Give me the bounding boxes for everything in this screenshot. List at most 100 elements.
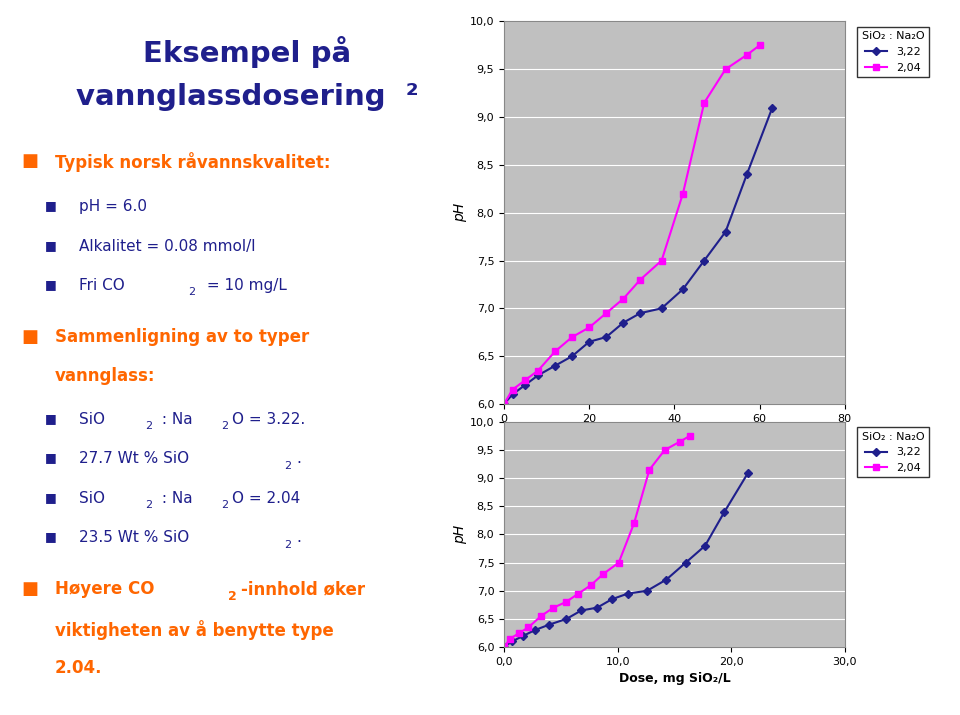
2,04 — [617, 295, 629, 303]
Legend: 3,22, 2,04: 3,22, 2,04 — [857, 428, 928, 478]
3,22 — [498, 643, 510, 651]
3,22 — [641, 586, 653, 595]
Text: 2.04.: 2.04. — [55, 659, 103, 677]
2,04 — [566, 332, 578, 341]
Text: SiO: SiO — [79, 490, 105, 506]
2,04 — [535, 612, 546, 621]
2,04 — [522, 623, 534, 631]
2,04 — [613, 558, 625, 567]
3,22 — [507, 390, 518, 399]
Text: ■: ■ — [45, 412, 57, 425]
Y-axis label: pH: pH — [453, 525, 467, 544]
3,22 — [720, 227, 732, 236]
3,22 — [742, 468, 754, 477]
Y-axis label: pH: pH — [453, 203, 467, 222]
Text: .: . — [296, 451, 301, 466]
Text: O = 3.22.: O = 3.22. — [232, 412, 305, 427]
3,22 — [617, 318, 629, 327]
Text: 2: 2 — [221, 421, 228, 431]
3,22 — [601, 332, 612, 341]
2,04 — [586, 581, 597, 589]
Text: ■: ■ — [45, 239, 57, 252]
Text: 2: 2 — [221, 500, 228, 511]
Text: .: . — [296, 531, 301, 546]
Text: ■: ■ — [45, 531, 57, 543]
2,04 — [507, 385, 518, 394]
Text: 2: 2 — [228, 590, 237, 603]
Text: ■: ■ — [45, 278, 57, 291]
2,04 — [560, 598, 571, 606]
2,04 — [643, 465, 655, 474]
2,04 — [754, 41, 765, 49]
Text: -innhold øker: -innhold øker — [242, 580, 366, 598]
Text: 23.5 Wt % SiO: 23.5 Wt % SiO — [79, 531, 189, 546]
Text: SiO: SiO — [79, 412, 105, 427]
3,22 — [660, 575, 672, 583]
2,04 — [584, 323, 595, 332]
3,22 — [529, 626, 540, 634]
2,04 — [519, 376, 531, 385]
Text: Høyere CO: Høyere CO — [55, 580, 155, 598]
Text: 2: 2 — [284, 540, 292, 550]
Text: Typisk norsk råvannskvalitet:: Typisk norsk råvannskvalitet: — [55, 152, 330, 172]
2,04 — [699, 99, 710, 107]
2,04 — [598, 570, 610, 578]
Text: ○  SINTEF: ○ SINTEF — [48, 680, 140, 699]
2,04 — [549, 347, 561, 355]
2,04 — [573, 589, 585, 598]
Text: ■: ■ — [21, 152, 38, 170]
2,04 — [547, 603, 559, 612]
Text: = 10 mg/L: = 10 mg/L — [202, 278, 287, 293]
2,04 — [656, 256, 667, 265]
2,04 — [720, 65, 732, 74]
2,04 — [674, 438, 685, 446]
Line: 2,04: 2,04 — [501, 42, 763, 407]
3,22 — [606, 595, 617, 603]
X-axis label: Dose, ml/m³: Dose, ml/m³ — [633, 429, 716, 443]
Text: ■: ■ — [21, 580, 38, 598]
3,22 — [566, 352, 578, 360]
3,22 — [699, 541, 710, 550]
Text: 20: 20 — [912, 682, 931, 696]
Line: 3,22: 3,22 — [501, 104, 776, 407]
Text: O = 2.04: O = 2.04 — [232, 490, 300, 506]
3,22 — [584, 337, 595, 346]
3,22 — [517, 631, 529, 640]
Line: 2,04: 2,04 — [501, 433, 693, 650]
2,04 — [498, 643, 510, 651]
Text: vannglass:: vannglass: — [55, 368, 156, 385]
Text: 2: 2 — [145, 421, 152, 431]
Text: vannglassdosering  ²: vannglassdosering ² — [76, 83, 419, 111]
Text: pH = 6.0: pH = 6.0 — [79, 199, 147, 214]
Text: Sammenligning av to typer: Sammenligning av to typer — [55, 328, 309, 346]
3,22 — [622, 589, 634, 598]
3,22 — [677, 285, 688, 293]
3,22 — [719, 508, 731, 516]
3,22 — [561, 615, 572, 623]
2,04 — [628, 519, 639, 528]
3,22 — [498, 400, 510, 408]
3,22 — [519, 380, 531, 389]
2,04 — [532, 366, 543, 375]
2,04 — [635, 275, 646, 284]
Text: ■: ■ — [21, 328, 38, 346]
3,22 — [767, 103, 779, 112]
Text: ■: ■ — [45, 451, 57, 465]
Text: : Na: : Na — [156, 412, 193, 427]
Text: 2: 2 — [188, 287, 195, 297]
2,04 — [677, 189, 688, 198]
3,22 — [543, 620, 555, 629]
3,22 — [575, 606, 587, 615]
Legend: 3,22, 2,04: 3,22, 2,04 — [857, 27, 928, 77]
Text: Eksempel på: Eksempel på — [143, 36, 351, 68]
3,22 — [635, 309, 646, 317]
Line: 3,22: 3,22 — [501, 470, 752, 650]
3,22 — [699, 256, 710, 265]
2,04 — [498, 400, 510, 408]
Text: : Na: : Na — [156, 490, 193, 506]
Text: Alkalitet = 0.08 mmol/l: Alkalitet = 0.08 mmol/l — [79, 239, 255, 254]
3,22 — [549, 361, 561, 370]
2,04 — [659, 445, 670, 454]
2,04 — [741, 51, 753, 59]
3,22 — [680, 558, 691, 567]
